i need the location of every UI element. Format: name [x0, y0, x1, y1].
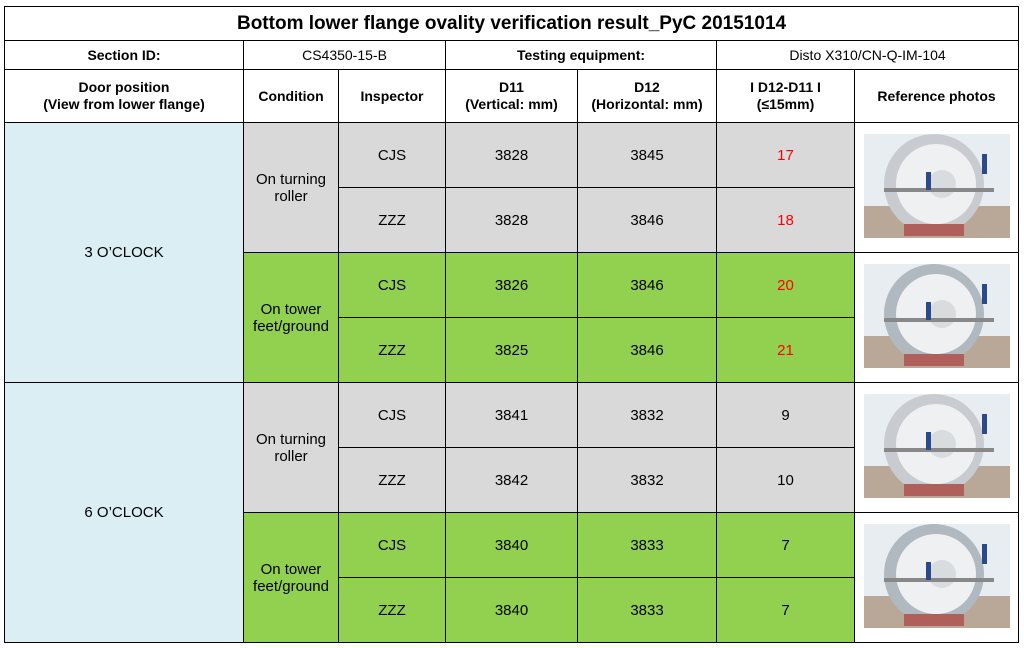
diff: 7 [716, 577, 855, 643]
photo-cell [853, 252, 1020, 383]
diff: 9 [716, 382, 855, 448]
column-header: Reference photos [853, 69, 1020, 123]
diff: 20 [716, 252, 855, 318]
d11: 3840 [445, 577, 578, 643]
table-row: ZZZ 3828 3846 18 [5, 187, 1019, 253]
table-row: 6 O’CLOCK On turning roller CJS 3841 3832 9 [4, 382, 1020, 643]
diff: 10 [716, 447, 855, 513]
column-header: I D12-D11 I (≤15mm) [716, 69, 855, 123]
d12: 3846 [577, 252, 717, 318]
d12: 3832 [577, 382, 717, 448]
table-body: 3 O’CLOCK On turning roller CJS 3828 3845 17 Z… [4, 122, 1020, 643]
ovality-table: Bottom lower flange ovality verification… [3, 6, 1020, 643]
column-header: Inspector [338, 69, 446, 123]
table-row: On tower feet/ground CJS 3826 3846 20 [5, 252, 1020, 383]
d12: 3832 [577, 447, 717, 513]
condition: On turning roller [243, 382, 339, 513]
reference-photo [863, 523, 1010, 628]
diff: 18 [716, 187, 855, 253]
table-row: ZZZ 3840 3833 7 [5, 577, 1019, 643]
table-title: Bottom lower flange ovality verification… [3, 6, 1020, 41]
info-value: Disto X310/CN-Q-IM-104 [715, 40, 1020, 70]
inspector: CJS [338, 252, 446, 318]
column-header: Door position (View from lower flange) [4, 69, 244, 123]
d11: 3840 [445, 512, 578, 578]
reference-photo [863, 263, 1010, 368]
door-position: 6 O’CLOCK [4, 382, 244, 643]
inspector: ZZZ [338, 447, 446, 513]
d11: 3842 [445, 447, 578, 513]
d11: 3826 [445, 252, 578, 318]
diff: 21 [716, 317, 855, 383]
inspector: CJS [338, 512, 446, 578]
table-row: 3 O’CLOCK On turning roller CJS 3828 3845 17 [4, 122, 1020, 383]
d12: 3833 [577, 512, 717, 578]
inspector: CJS [338, 382, 446, 448]
table-row: ZZZ 3842 3832 10 [5, 447, 1019, 513]
photo-cell [853, 512, 1020, 643]
column-header: D11 (Vertical: mm) [445, 69, 578, 123]
door-position: 3 O’CLOCK [4, 122, 244, 383]
column-header: D12 (Horizontal: mm) [577, 69, 717, 123]
d12: 3833 [577, 577, 717, 643]
photo-cell [853, 122, 1020, 253]
inspector: ZZZ [338, 317, 446, 383]
info-label: Section ID: [4, 40, 244, 70]
info-label: Testing equipment: [445, 40, 717, 70]
d12: 3846 [577, 317, 717, 383]
d11: 3825 [445, 317, 578, 383]
inspector: ZZZ [338, 187, 446, 253]
column-header: Condition [243, 69, 339, 123]
photo-cell [853, 382, 1020, 513]
diff: 7 [716, 512, 855, 578]
table-row: ZZZ 3825 3846 21 [5, 317, 1019, 383]
info-value: CS4350-15-B [243, 40, 446, 70]
d11: 3841 [445, 382, 578, 448]
d12: 3846 [577, 187, 717, 253]
d12: 3845 [577, 122, 717, 188]
d11: 3828 [445, 122, 578, 188]
d11: 3828 [445, 187, 578, 253]
inspector: CJS [338, 122, 446, 188]
table-row: On tower feet/ground CJS 3840 3833 7 [5, 512, 1020, 643]
inspector: ZZZ [338, 577, 446, 643]
reference-photo [863, 393, 1010, 498]
diff: 17 [716, 122, 855, 188]
condition: On tower feet/ground [243, 252, 339, 383]
reference-photo [863, 133, 1010, 238]
condition: On tower feet/ground [243, 512, 339, 643]
condition: On turning roller [243, 122, 339, 253]
